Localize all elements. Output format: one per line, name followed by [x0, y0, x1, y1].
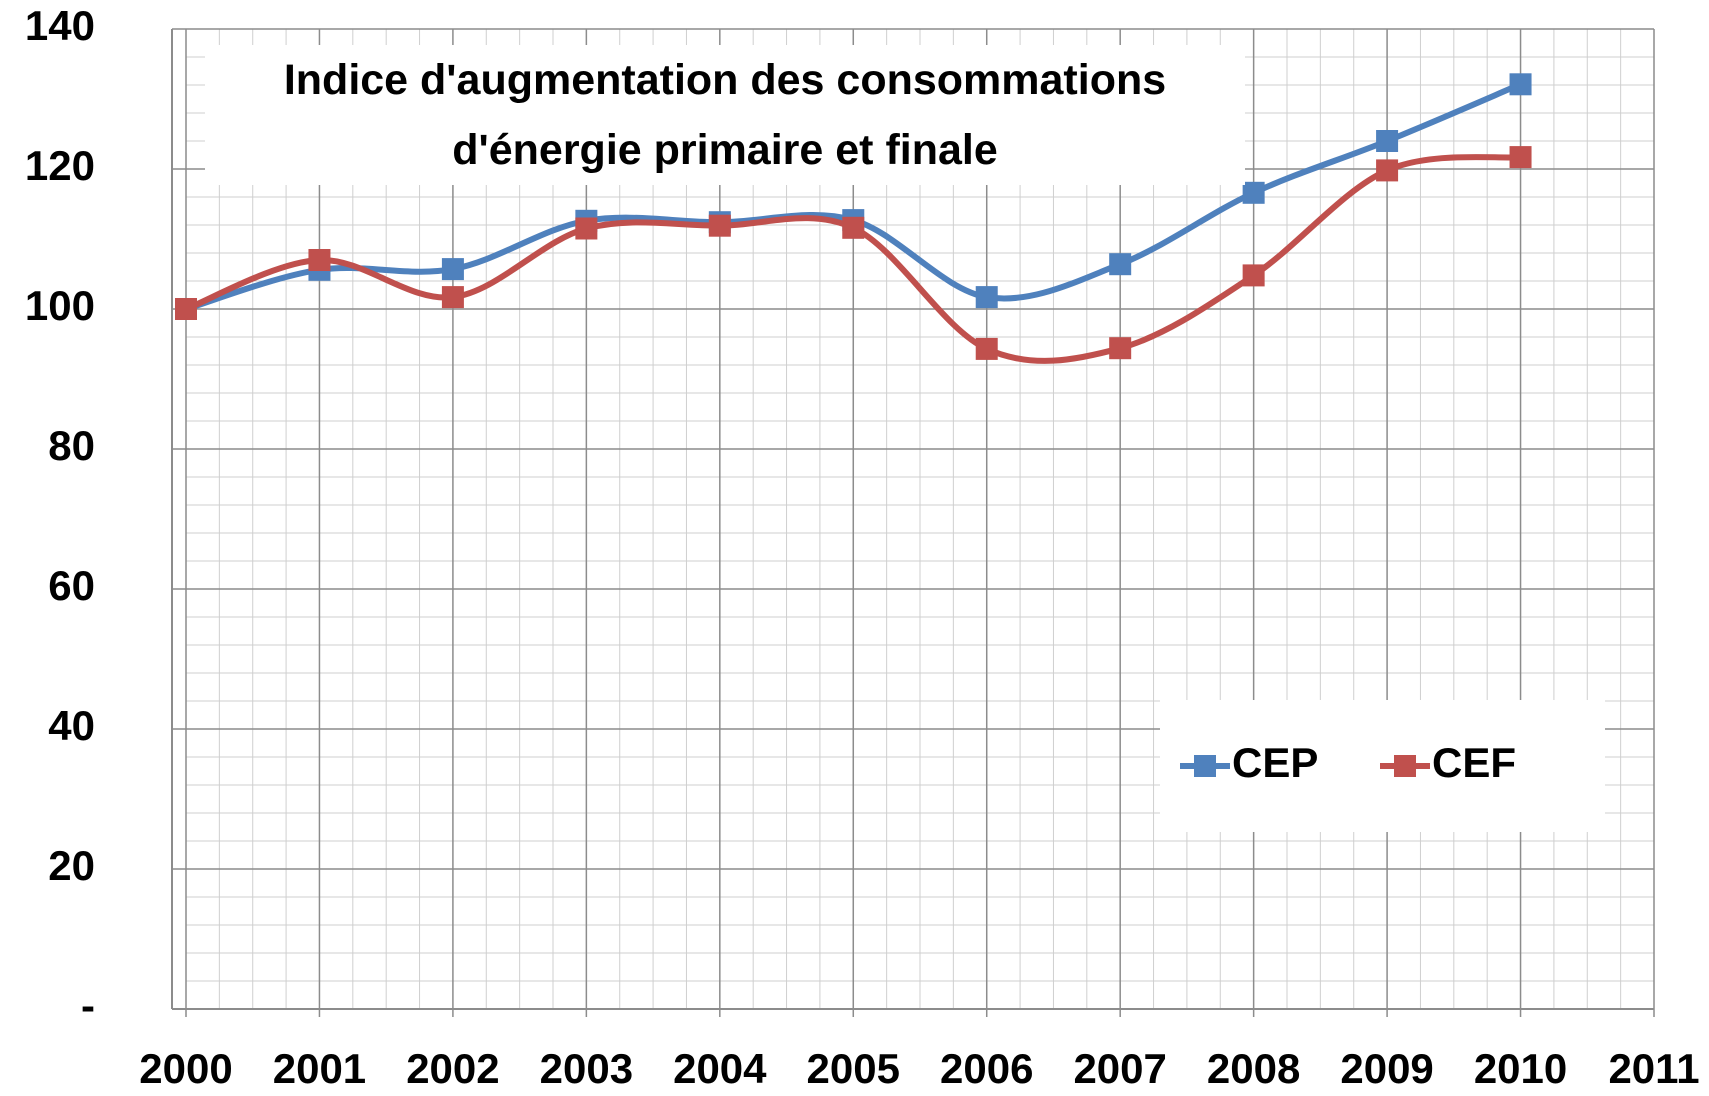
x-tick-label: 2005 — [807, 1045, 900, 1092]
marker — [975, 337, 998, 360]
marker — [975, 286, 998, 309]
x-tick-label: 2008 — [1207, 1045, 1300, 1092]
y-tick-label: 140 — [25, 2, 95, 49]
x-tick-label: 2000 — [139, 1045, 232, 1092]
marker — [1109, 253, 1132, 276]
marker — [175, 298, 197, 320]
y-tick-label: 100 — [25, 282, 95, 329]
marker — [842, 216, 865, 239]
legend-marker — [1194, 755, 1216, 777]
y-tick-label: 60 — [48, 562, 95, 609]
marker — [308, 249, 331, 271]
x-tick-label: 2007 — [1073, 1045, 1166, 1092]
marker — [1109, 337, 1132, 360]
legend-marker — [1394, 755, 1416, 777]
legend: CEP CEF — [1160, 700, 1605, 832]
y-tick-label: 40 — [48, 702, 95, 749]
marker — [708, 214, 731, 237]
x-tick-label: 2004 — [673, 1045, 767, 1092]
x-tick-label: 2010 — [1474, 1045, 1567, 1092]
legend-label: CEF — [1432, 739, 1516, 786]
x-tick-label: 2009 — [1340, 1045, 1433, 1092]
marker — [1509, 73, 1532, 96]
y-tick-label: 20 — [48, 842, 95, 889]
x-tick-label: 2002 — [406, 1045, 499, 1092]
legend-label: CEP — [1232, 739, 1318, 786]
marker — [441, 258, 464, 281]
y-tick-label: 120 — [25, 142, 95, 189]
x-tick-label: 2006 — [940, 1045, 1033, 1092]
marker — [441, 286, 464, 309]
marker — [1242, 181, 1265, 204]
marker — [1242, 264, 1265, 287]
x-tick-label: 2011 — [1608, 1045, 1699, 1092]
marker — [1376, 130, 1399, 152]
marker — [1376, 159, 1399, 182]
y-tick-label: 80 — [48, 422, 95, 469]
marker — [1509, 146, 1532, 169]
x-tick-label: 2003 — [540, 1045, 633, 1092]
x-tick-label: 2001 — [273, 1045, 366, 1092]
chart-title: Indice d'augmentation des consommations … — [205, 45, 1245, 185]
marker — [575, 217, 598, 240]
y-tick-label: - — [81, 982, 95, 1029]
